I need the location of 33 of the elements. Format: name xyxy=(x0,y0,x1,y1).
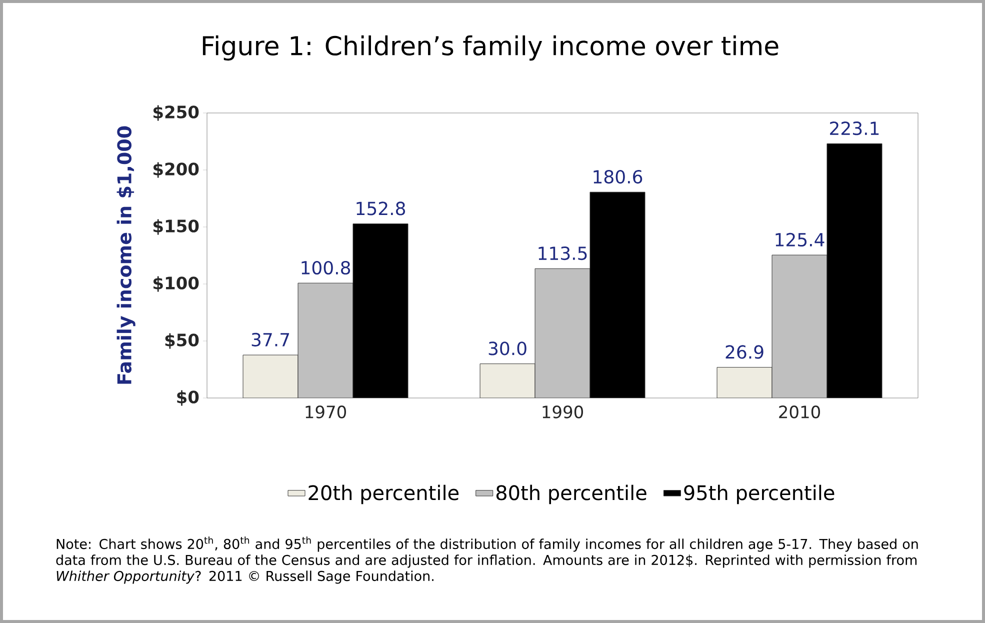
bar xyxy=(298,282,354,398)
data-label: 30.0 xyxy=(488,342,526,356)
data-label: 113.5 xyxy=(538,246,587,260)
bar xyxy=(242,354,298,398)
data-label: 37.7 xyxy=(252,332,290,346)
x-tick-label: 1970 xyxy=(306,405,346,418)
y-tick-label: $200 xyxy=(154,162,199,178)
y-tick-label: $250 xyxy=(154,105,199,121)
bar xyxy=(590,192,646,398)
data-label: 100.8 xyxy=(302,260,350,275)
x-tick-label: 2010 xyxy=(779,405,820,418)
legend-label: 95th percentile xyxy=(684,484,834,504)
bar xyxy=(480,364,536,398)
data-label: 223.1 xyxy=(830,122,879,136)
y-tick-label: $100 xyxy=(154,276,199,292)
bar xyxy=(772,254,828,398)
bar xyxy=(352,224,408,398)
data-label: 26.9 xyxy=(726,345,764,359)
data-label: 152.8 xyxy=(356,202,406,216)
text: Note: Chart shows 20$^{th}$, 80$^{th}$ and 95$^{th}$ percentiles of the distribution of family incomes for all children age 5-17. They based on data from the U.S. Bureau of the Census and are adjusted for inflation. Amounts are in 2012$. Reprinted with permission from Whither Opportunity? 2011 © Russell Sage Foundation. xyxy=(56,536,918,584)
y-tick-label: $50 xyxy=(165,333,199,349)
bar xyxy=(716,367,772,398)
data-label: 125.4 xyxy=(776,232,824,247)
y-tick-label: $0 xyxy=(177,390,199,406)
chart-title: Figure 1: Children’s family income over time xyxy=(202,35,778,61)
bar xyxy=(534,268,590,398)
legend-label: 80th percentile xyxy=(496,484,646,504)
legend-label: 20th percentile xyxy=(308,484,459,504)
bar xyxy=(826,143,882,398)
y-tick-label: $150 xyxy=(154,219,199,235)
data-label: 180.6 xyxy=(594,170,642,184)
x-tick-label: 1990 xyxy=(542,405,583,418)
y-axis-title: Family income in $1,000 xyxy=(116,126,136,384)
